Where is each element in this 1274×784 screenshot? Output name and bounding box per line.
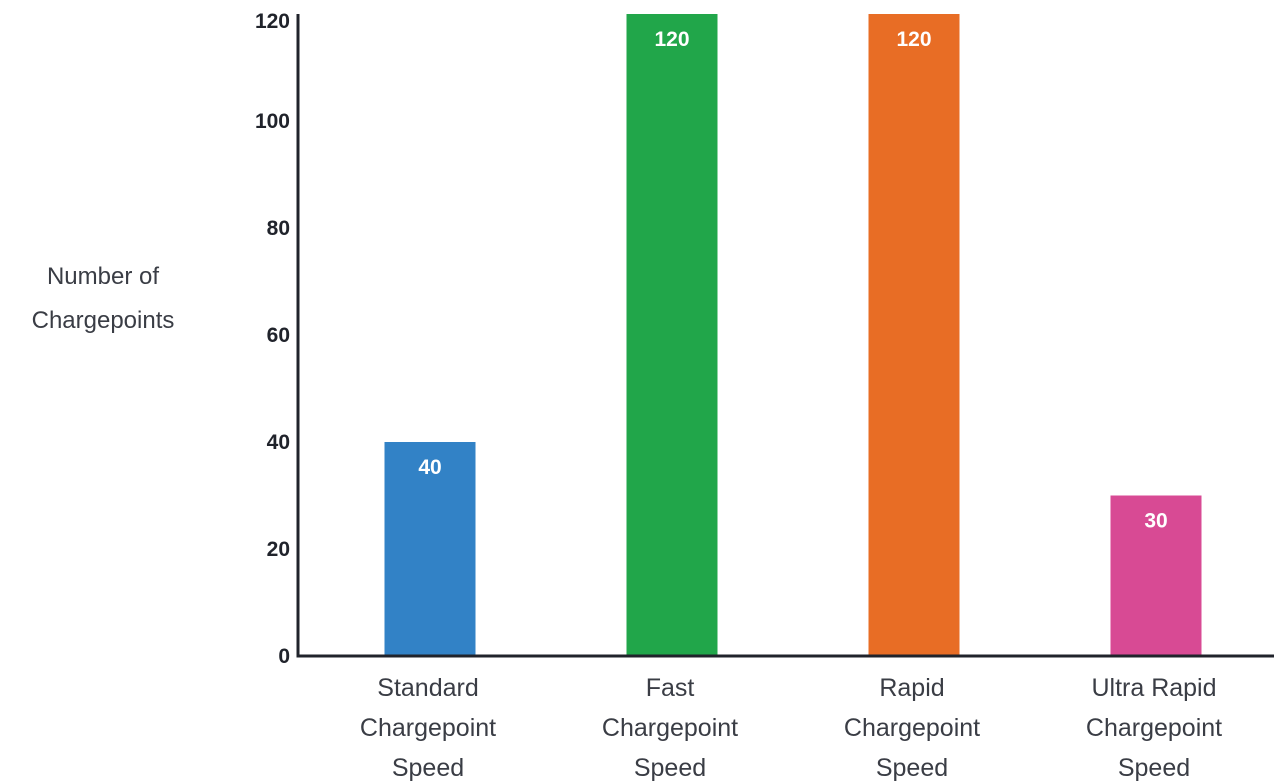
bar-value-label: 30 [1144, 510, 1167, 533]
bar-value-label: 40 [418, 456, 441, 479]
x-category-label: Ultra Rapid [1091, 674, 1216, 702]
y-tick-label: 80 [267, 217, 290, 240]
bars [384, 14, 1202, 656]
x-category-label: Fast [646, 674, 695, 702]
y-tick-label: 100 [255, 110, 290, 133]
y-tick-label: 0 [278, 645, 290, 668]
y-axis-ticks: 0 20 40 60 80 100 120 [255, 10, 290, 668]
x-category-label: Rapid [879, 674, 944, 702]
y-tick-label: 40 [267, 431, 290, 454]
y-axis-title: Number of Chargepoints [32, 263, 175, 334]
x-axis-labels: Standard Chargepoint Speed Fast Chargepoint S… [360, 674, 1222, 782]
x-category-label: Chargepoint [1086, 714, 1222, 742]
y-axis-title-line: Number of [47, 263, 159, 290]
x-category-label: Chargepoint [844, 714, 980, 742]
x-category-label: Speed [1118, 754, 1190, 782]
x-category-label: Standard [377, 674, 478, 702]
y-tick-label: 60 [267, 324, 290, 347]
y-axis-title-line: Chargepoints [32, 307, 175, 334]
bar [1110, 495, 1202, 656]
data-labels: 40 120 120 30 [418, 28, 1167, 533]
x-category-label: Chargepoint [360, 714, 496, 742]
x-category-label: Chargepoint [602, 714, 738, 742]
bar-value-label: 120 [654, 28, 689, 51]
bar [868, 14, 960, 656]
y-tick-label: 120 [255, 10, 290, 33]
bar [626, 14, 718, 656]
bar-value-label: 120 [896, 28, 931, 51]
x-category-label: Speed [634, 754, 706, 782]
y-tick-label: 20 [267, 538, 290, 561]
x-category-label: Speed [876, 754, 948, 782]
bar [384, 442, 476, 656]
x-category-label: Speed [392, 754, 464, 782]
